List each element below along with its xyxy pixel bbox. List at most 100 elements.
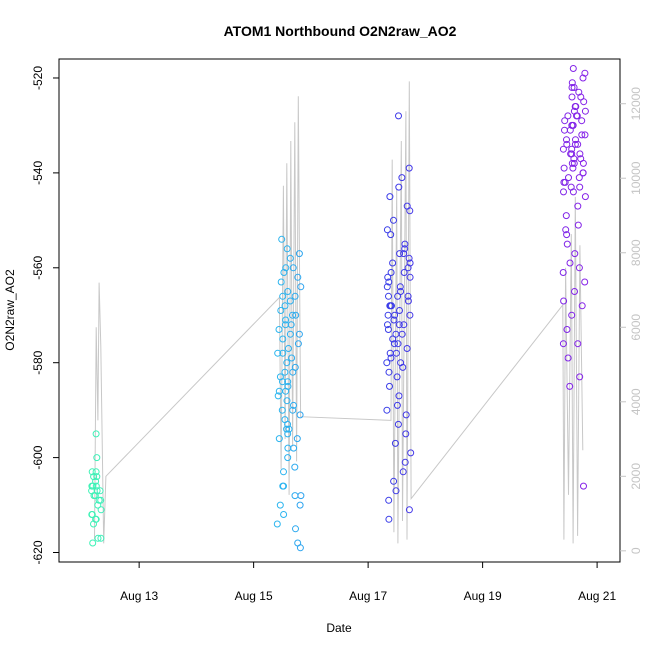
data-point	[406, 207, 414, 215]
data-point	[569, 188, 577, 196]
data-point	[389, 335, 397, 343]
data-point	[563, 240, 571, 248]
data-point	[97, 496, 105, 504]
data-point	[569, 65, 577, 72]
data-point	[576, 150, 584, 158]
data-point	[288, 354, 296, 362]
data-point	[570, 84, 578, 91]
y-axis: -520 -540 -560 -580 -600 -620	[31, 66, 59, 565]
data-point	[390, 477, 398, 485]
data-point	[278, 235, 286, 243]
data-point	[395, 112, 402, 120]
data-point	[282, 387, 290, 395]
data-point	[296, 501, 304, 509]
data-point	[391, 439, 399, 447]
data-point	[291, 292, 299, 300]
data-point	[385, 496, 393, 504]
data-point	[568, 311, 576, 319]
data-point	[280, 482, 287, 490]
data-point	[399, 468, 407, 476]
data-point	[273, 520, 281, 528]
data-point	[570, 159, 578, 167]
data-point	[281, 302, 289, 310]
data-point	[580, 98, 588, 106]
right-axis: 0 2000 4000 6000 8000 10000 12000	[620, 87, 643, 554]
data-point	[559, 145, 567, 153]
data-point	[289, 311, 296, 319]
data-point	[292, 311, 300, 319]
data-point	[93, 473, 101, 481]
data-point	[406, 311, 414, 319]
data-point	[285, 425, 293, 433]
data-point	[400, 321, 408, 329]
data-point	[92, 430, 100, 438]
data-point	[395, 321, 403, 329]
x-tick-label: Aug 17	[349, 589, 387, 603]
data-point	[97, 506, 105, 514]
data-point	[402, 411, 410, 419]
data-point	[96, 487, 104, 495]
data-point	[291, 492, 299, 500]
data-point	[88, 487, 96, 495]
data-point	[569, 164, 577, 172]
secondary-series-line	[94, 81, 584, 544]
data-point	[284, 430, 292, 438]
data-point	[580, 482, 587, 490]
data-point	[390, 340, 398, 348]
data-point	[281, 368, 289, 376]
data-point	[283, 359, 291, 367]
data-point	[575, 264, 583, 272]
data-point	[569, 121, 577, 129]
data-point	[282, 264, 290, 272]
data-point	[574, 140, 582, 148]
data-point	[403, 345, 411, 352]
data-point	[579, 74, 587, 82]
data-point	[561, 117, 569, 125]
data-point	[279, 292, 287, 300]
data-point	[282, 316, 290, 324]
plot-frame	[58, 58, 621, 563]
data-point	[406, 273, 414, 281]
data-point	[279, 335, 287, 343]
data-point	[566, 259, 574, 267]
y-tick-label: -600	[31, 445, 45, 469]
data-point	[393, 373, 401, 381]
chart-title: ATOM1 Northbound O2N2raw_AO2	[224, 23, 457, 39]
data-point	[574, 202, 582, 210]
y2-tick-label: 10000	[629, 161, 643, 195]
data-point	[385, 515, 393, 523]
data-points	[88, 65, 589, 552]
data-point	[393, 401, 401, 409]
data-point	[274, 349, 282, 357]
data-point	[93, 454, 101, 462]
data-point	[396, 250, 404, 258]
data-point	[581, 193, 589, 201]
data-point	[400, 269, 408, 276]
data-point	[296, 544, 304, 552]
data-point	[581, 69, 589, 77]
data-point	[280, 269, 288, 276]
data-point	[289, 406, 297, 414]
data-point	[406, 259, 414, 267]
data-point	[387, 354, 395, 362]
data-point	[387, 231, 395, 239]
data-point	[396, 283, 404, 291]
data-point	[383, 226, 391, 234]
data-point	[275, 326, 283, 333]
data-point	[280, 468, 287, 476]
x-tick-label: Aug 15	[235, 589, 273, 603]
data-point	[561, 178, 569, 186]
data-point	[297, 492, 305, 500]
data-point	[286, 297, 294, 305]
data-point	[89, 482, 97, 490]
data-point	[92, 468, 100, 476]
data-point	[392, 487, 400, 495]
data-point	[390, 316, 398, 324]
data-point	[405, 254, 413, 262]
data-point	[391, 311, 399, 319]
data-point	[568, 93, 576, 101]
data-point	[384, 273, 392, 281]
y2-tick-label: 2000	[629, 463, 643, 490]
data-point	[383, 359, 391, 367]
y-tick-label: -560	[31, 255, 45, 279]
